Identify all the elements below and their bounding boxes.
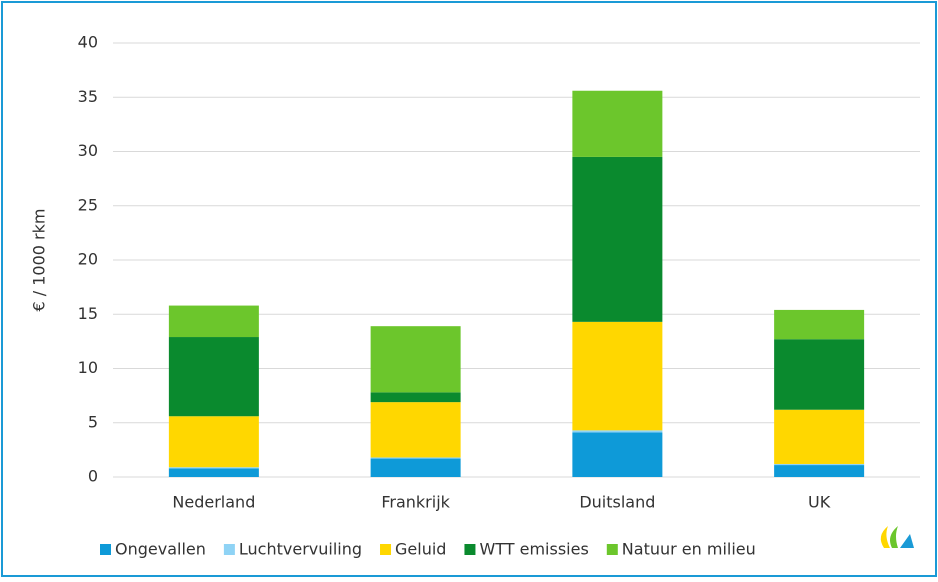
bar-segment: [572, 432, 663, 477]
bar-segment: [774, 463, 865, 466]
legend-label: Luchtvervuiling: [239, 540, 362, 559]
legend-swatch: [100, 544, 111, 555]
y-tick-label: 25: [78, 195, 98, 214]
legend-label: WTT emissies: [479, 540, 588, 559]
y-tick-label: 5: [88, 412, 98, 431]
bar-segment: [572, 321, 663, 431]
legend-swatch: [223, 544, 235, 555]
legend-label: Ongevallen: [115, 540, 206, 559]
legend-label: Geluid: [395, 540, 446, 559]
x-tick-label: Duitsland: [579, 493, 655, 512]
bar-segment: [370, 458, 461, 477]
legend-swatch: [606, 544, 618, 555]
bar-segment: [572, 430, 663, 433]
bar-segment: [370, 326, 461, 393]
y-tick-label: 30: [78, 141, 98, 160]
bar-segment: [370, 402, 461, 458]
x-tick-label: Frankrijk: [381, 493, 450, 512]
bar-segment: [370, 392, 461, 403]
bar-segment: [572, 90, 663, 157]
y-axis-label: € / 1000 rkm: [30, 209, 49, 312]
bar-segment: [168, 467, 259, 469]
bar-segment: [370, 457, 461, 459]
bar-segment: [168, 468, 259, 477]
bar-segment: [774, 465, 865, 477]
x-tick-label: UK: [808, 493, 831, 512]
logo: [880, 526, 914, 548]
bar-segment: [774, 309, 865, 340]
bar-segment: [168, 305, 259, 338]
y-tick-label: 15: [78, 304, 98, 323]
legend-swatch: [464, 544, 476, 555]
y-tick-label: 35: [78, 87, 98, 106]
y-tick-label: 20: [78, 250, 98, 269]
x-tick-label: Nederland: [172, 493, 255, 512]
legend-label: Natuur en milieu: [622, 540, 756, 559]
bar-segment: [774, 409, 865, 464]
bar-segment: [572, 156, 663, 322]
y-tick-label: 10: [78, 358, 98, 377]
bar-segment: [168, 416, 259, 468]
bar-segment: [774, 339, 865, 410]
bar-segment: [168, 337, 259, 417]
y-tick-label: 40: [78, 33, 98, 52]
y-tick-label: 0: [88, 467, 98, 486]
legend-swatch: [380, 544, 392, 555]
